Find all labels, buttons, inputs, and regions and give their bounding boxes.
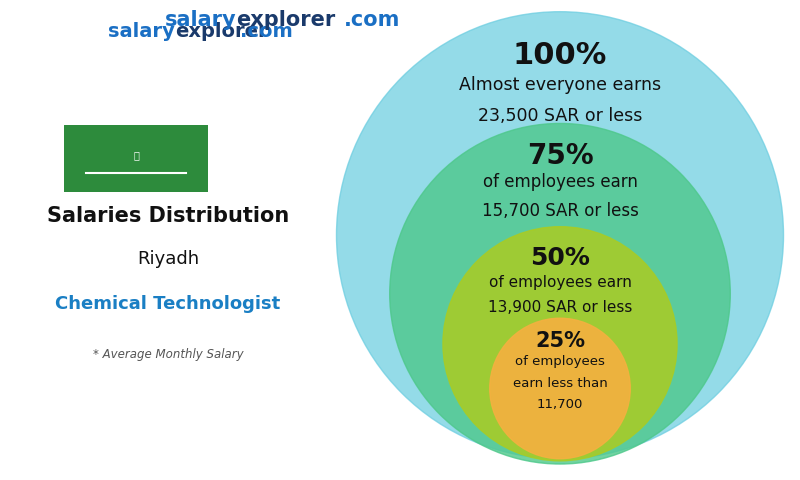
Text: salary: salary — [108, 22, 174, 41]
Circle shape — [490, 318, 630, 459]
Text: 11,700: 11,700 — [537, 398, 583, 411]
Text: earn less than: earn less than — [513, 377, 607, 390]
Text: ﷽: ﷽ — [133, 150, 139, 160]
Text: 50%: 50% — [530, 246, 590, 270]
Text: Almost everyone earns: Almost everyone earns — [459, 75, 661, 94]
Text: 25%: 25% — [535, 331, 585, 351]
Text: 15,700 SAR or less: 15,700 SAR or less — [482, 202, 638, 220]
Text: 75%: 75% — [526, 142, 594, 169]
Text: explorer: explorer — [236, 10, 335, 30]
Text: Salaries Distribution: Salaries Distribution — [47, 206, 289, 227]
Circle shape — [443, 227, 677, 461]
Text: 23,500 SAR or less: 23,500 SAR or less — [478, 108, 642, 125]
Text: 100%: 100% — [513, 41, 607, 71]
Text: explorer: explorer — [174, 22, 267, 41]
Circle shape — [337, 12, 783, 459]
Text: of employees: of employees — [515, 356, 605, 369]
Text: .com: .com — [240, 22, 293, 41]
Text: .com: .com — [344, 10, 400, 30]
Text: of employees earn: of employees earn — [482, 173, 638, 192]
Text: salary: salary — [164, 10, 236, 30]
Text: 13,900 SAR or less: 13,900 SAR or less — [488, 300, 632, 315]
Text: Chemical Technologist: Chemical Technologist — [55, 295, 281, 313]
Circle shape — [390, 123, 730, 464]
Text: of employees earn: of employees earn — [489, 275, 631, 289]
Text: * Average Monthly Salary: * Average Monthly Salary — [93, 348, 243, 361]
Text: Riyadh: Riyadh — [137, 250, 199, 268]
